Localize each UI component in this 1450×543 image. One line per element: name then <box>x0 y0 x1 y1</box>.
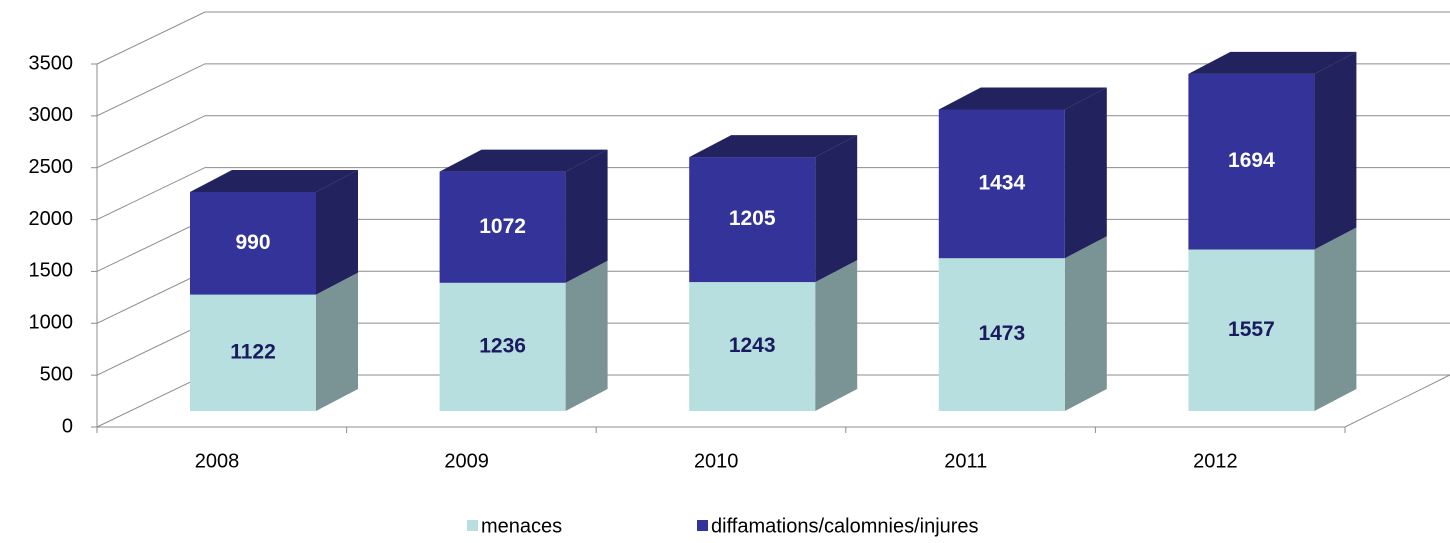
bar-side <box>1064 236 1107 411</box>
x-tick-label: 2011 <box>944 450 987 472</box>
data-label: 1243 <box>729 334 776 357</box>
grid-line <box>96 11 1450 65</box>
bar <box>938 109 1065 259</box>
x-tick-label: 2009 <box>444 450 489 472</box>
data-label: 1434 <box>978 171 1025 194</box>
bar <box>190 294 316 411</box>
grid-line <box>96 63 1450 117</box>
bar-top <box>439 149 608 172</box>
data-label: 1236 <box>479 334 526 357</box>
bar <box>439 171 566 283</box>
y-tick-label: 1000 <box>29 312 74 334</box>
bar <box>439 282 566 411</box>
y-tick-label: 0 <box>62 415 73 437</box>
data-label: 1557 <box>1228 318 1275 341</box>
bar-side <box>815 135 858 283</box>
y-tick-label: 3500 <box>29 52 74 74</box>
bar-side <box>1064 87 1107 259</box>
data-label: 1473 <box>978 322 1025 345</box>
bar <box>689 282 816 411</box>
bar <box>689 157 816 283</box>
bar <box>190 191 316 295</box>
bar-side <box>1314 51 1357 250</box>
bar-top <box>190 169 358 192</box>
bar-side <box>316 272 358 411</box>
bar-side <box>565 149 608 283</box>
y-tick-label: 2000 <box>29 208 74 230</box>
legend-label: diffamations/calomnies/injures <box>711 515 979 537</box>
x-tick-label: 2008 <box>195 450 240 472</box>
bar-top <box>1188 51 1357 74</box>
data-label: 1072 <box>479 215 526 238</box>
bar <box>1188 73 1315 250</box>
bar-side <box>565 260 608 411</box>
bar <box>1188 249 1315 411</box>
x-tick-label: 2012 <box>1193 450 1238 472</box>
bar-top <box>938 87 1107 110</box>
y-tick-label: 500 <box>40 363 73 385</box>
bar <box>938 258 1065 411</box>
data-label: 990 <box>235 231 270 254</box>
legend-swatch <box>697 520 708 531</box>
legend-label: menaces <box>481 515 562 537</box>
bar-top <box>689 135 858 158</box>
x-tick-label: 2010 <box>694 450 739 472</box>
y-tick-label: 3000 <box>29 104 74 126</box>
data-label: 1694 <box>1228 149 1275 172</box>
y-tick-label: 1500 <box>29 260 74 282</box>
y-tick-label: 2500 <box>29 156 74 178</box>
bar-side <box>1314 227 1357 411</box>
data-label: 1205 <box>729 207 776 230</box>
data-label: 1122 <box>230 340 276 363</box>
legend-swatch <box>467 520 478 531</box>
bar-side <box>316 169 358 295</box>
bar-side <box>815 260 858 411</box>
